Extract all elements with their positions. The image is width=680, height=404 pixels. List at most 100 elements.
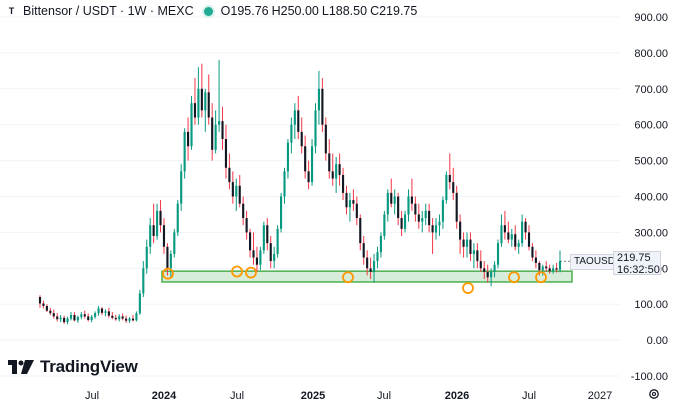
candle-body xyxy=(400,218,403,229)
candle-body xyxy=(434,225,438,233)
candle-body xyxy=(307,171,310,183)
candle-body xyxy=(421,218,424,222)
x-tick-label: 2025 xyxy=(301,390,325,402)
ohlc-low-value: 188.50 xyxy=(328,4,368,18)
y-tick-label: 900.00 xyxy=(634,12,668,24)
support-touch-marker xyxy=(535,271,547,284)
candle-body xyxy=(159,210,162,226)
candle-body xyxy=(541,266,544,271)
candle-body xyxy=(379,235,382,253)
candle-body xyxy=(407,196,410,215)
candle-body xyxy=(493,264,496,272)
candle-body xyxy=(486,271,489,278)
candle-body xyxy=(131,318,135,321)
candle-body xyxy=(59,317,62,320)
current-price-value: 219.75 xyxy=(617,252,651,264)
support-touch-marker xyxy=(231,265,243,278)
candle-body xyxy=(218,121,221,125)
candle-body xyxy=(118,316,121,320)
ohlc-open-key: O xyxy=(220,4,231,18)
candle-body xyxy=(500,225,503,244)
x-tick-label: Jul xyxy=(522,390,536,402)
candle-body xyxy=(524,221,527,233)
candle-body xyxy=(104,311,107,313)
candle-body xyxy=(276,228,279,254)
y-tick-label: 800.00 xyxy=(634,48,668,60)
candle-body xyxy=(145,246,148,269)
settings-gear-icon[interactable] xyxy=(648,388,660,400)
candle-body xyxy=(534,257,537,263)
x-tick-label: Jul xyxy=(377,390,391,402)
candle-body xyxy=(414,203,417,215)
candle-body xyxy=(496,243,500,265)
candle-body xyxy=(114,317,117,320)
candle-body xyxy=(45,305,48,311)
support-touch-marker xyxy=(508,271,520,284)
candle-body xyxy=(259,250,262,265)
candle-body xyxy=(279,196,283,229)
candle-body xyxy=(42,303,45,306)
candle-body xyxy=(483,268,486,272)
tradingview-logo-icon xyxy=(8,360,34,374)
candle-body xyxy=(338,164,341,175)
candle-body xyxy=(204,92,207,111)
candle-body xyxy=(149,225,152,247)
y-tick-label: 400.00 xyxy=(634,192,668,204)
candle-body xyxy=(510,234,513,240)
symbol-price-label: TAOUSDT xyxy=(570,254,626,270)
candle-body xyxy=(273,253,276,262)
ohlc-close-key: C xyxy=(370,4,380,18)
y-tick-label: -100.00 xyxy=(631,371,668,383)
support-touch-marker xyxy=(245,266,257,279)
candle-body xyxy=(176,203,179,233)
candle-body xyxy=(297,110,300,132)
candle-body xyxy=(69,314,73,319)
candle-body xyxy=(238,185,241,204)
candle-body xyxy=(376,252,379,262)
tradingview-logo[interactable]: TradingView xyxy=(8,357,138,377)
candle-body xyxy=(548,268,551,272)
candle-body xyxy=(107,311,110,316)
candle-body xyxy=(100,308,104,313)
candle-body xyxy=(459,221,462,240)
y-tick-label: 700.00 xyxy=(634,84,668,96)
candle-body xyxy=(335,164,338,179)
candle-body xyxy=(87,316,90,320)
y-tick-label: 300.00 xyxy=(634,227,668,239)
candle-body xyxy=(476,250,479,262)
candle-body xyxy=(228,167,231,183)
ohlc-close-value: 219.75 xyxy=(379,4,418,18)
candle-body xyxy=(83,314,86,317)
candle-body xyxy=(555,268,558,270)
x-tick-label: 2027 xyxy=(588,390,612,402)
candle-body xyxy=(514,234,517,247)
candle-body xyxy=(431,225,434,233)
candle-body xyxy=(231,182,234,197)
candle-body xyxy=(469,239,472,254)
candle-body xyxy=(424,210,427,219)
candle-body xyxy=(383,214,386,236)
candle-body xyxy=(49,310,52,314)
candle-body xyxy=(479,261,482,269)
candle-body xyxy=(73,314,76,321)
candle-body xyxy=(328,153,331,172)
candle-body xyxy=(290,124,293,143)
ohlc-low-key: L xyxy=(321,4,329,18)
candle-body xyxy=(490,271,493,278)
tradingview-logo-text: TradingView xyxy=(40,357,138,376)
candle-body xyxy=(462,239,465,247)
candle-body xyxy=(166,246,169,269)
candle-body xyxy=(224,139,228,168)
candle-body xyxy=(56,316,59,320)
candle-body xyxy=(403,214,407,229)
candle-body xyxy=(180,171,183,204)
support-touch-marker xyxy=(162,267,174,280)
candle-body xyxy=(248,232,252,251)
candle-body xyxy=(331,171,334,179)
current-price-tag: 219.75 16:32:50 xyxy=(613,251,661,276)
candle-body xyxy=(438,221,441,226)
candle-body xyxy=(304,146,307,172)
candle-body xyxy=(390,192,393,204)
symbol-title[interactable]: Bittensor / USDT · 1W · MEXC xyxy=(23,4,194,18)
